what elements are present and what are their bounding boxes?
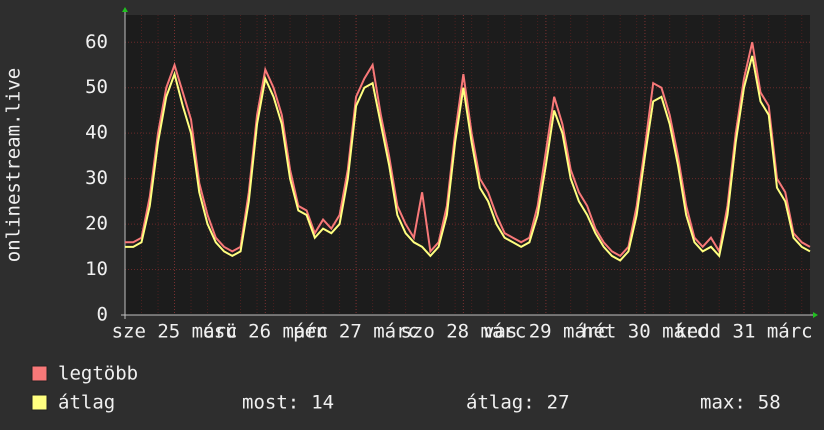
- stat-value: 14: [311, 392, 334, 414]
- y-tick-label: 20: [85, 213, 108, 235]
- x-tick-label: csü 26 márc: [202, 321, 328, 343]
- y-tick-label: 0: [97, 304, 108, 326]
- x-tick-label: vas 29 márc: [483, 321, 609, 343]
- legend-swatch: [31, 365, 48, 382]
- legend-label: legtöbb: [58, 363, 138, 385]
- y-tick-label: 40: [85, 122, 108, 144]
- x-tick-label: szo 28 márc: [400, 321, 526, 343]
- plot-area: [125, 15, 810, 315]
- x-tick-label: sze 25 márc: [112, 321, 238, 343]
- legend-swatch: [31, 394, 48, 411]
- x-tick-label: kedd 31 márc: [675, 321, 812, 343]
- y-arrow: [122, 7, 128, 12]
- stat-value: 58: [758, 392, 781, 414]
- stat-label: most:: [242, 392, 299, 414]
- stat-value: 27: [547, 392, 570, 414]
- series-line: [125, 42, 811, 258]
- series-line: [125, 55, 811, 262]
- legend-label: átlag: [58, 392, 115, 414]
- x-tick-label: hét 30 márc: [582, 321, 708, 343]
- y-axis-label: onlinestream.live: [3, 68, 25, 262]
- stat-label: max:: [700, 392, 746, 414]
- x-arrow: [813, 312, 818, 318]
- x-tick-label: pén 27 márc: [293, 321, 419, 343]
- stat-label: átlag:: [466, 392, 535, 414]
- y-tick-label: 60: [85, 31, 108, 53]
- y-tick-label: 50: [85, 76, 108, 98]
- y-tick-label: 10: [85, 258, 108, 280]
- y-tick-label: 30: [85, 167, 108, 189]
